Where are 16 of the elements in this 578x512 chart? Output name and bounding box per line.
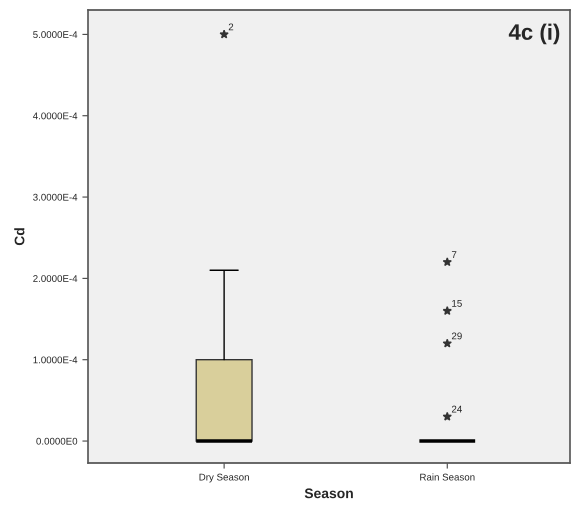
annotation: 24 [452,406,462,412]
y-tick-label: 0.0000E0 [36,438,78,445]
y-tick-label: 4.0000E-4 [32,112,78,120]
x-tick-label: Rain Season [420,473,474,481]
y-tick-label: 1.0000E-4 [33,356,78,364]
annotation: 15 [452,300,462,307]
y-tick-label: 5.0000E-4 [33,31,78,38]
y-tick-label: 3.0000E-4 [33,194,78,201]
annotation: 29 [452,332,462,340]
annotation: 2 [228,23,234,30]
y-tick-label: 2.0000E-4 [33,275,78,282]
x-tick-label: Dry Season [200,474,249,482]
y-axis-title: Cd [14,228,24,246]
x-axis-title: Season [304,488,353,498]
annotation: 7 [452,251,456,258]
annotation: 4c (i) [508,24,560,44]
